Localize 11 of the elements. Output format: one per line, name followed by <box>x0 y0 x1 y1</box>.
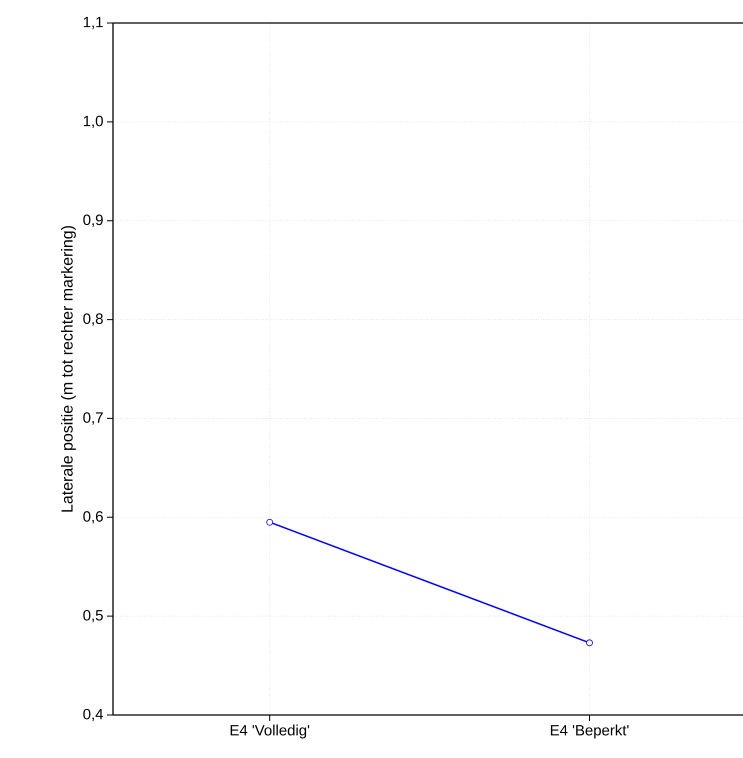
x-tick-label: E4 'Volledig' <box>230 724 310 738</box>
y-axis-title: Laterale positie (m tot rechter markering) <box>61 226 76 512</box>
y-tick-label: 0,7 <box>83 412 103 425</box>
y-tick-label: 0,8 <box>83 313 103 326</box>
y-tick-label: 0,4 <box>83 708 104 722</box>
y-tick-label: 1,1 <box>84 16 103 30</box>
y-tick-label: 0,9 <box>83 214 103 227</box>
y-tick-label: 0,5 <box>83 610 103 622</box>
y-tick-label: 1,0 <box>84 116 103 128</box>
x-tick-label: E4 'Beperkt' <box>550 724 629 738</box>
y-tick-label: 0,6 <box>83 511 103 524</box>
